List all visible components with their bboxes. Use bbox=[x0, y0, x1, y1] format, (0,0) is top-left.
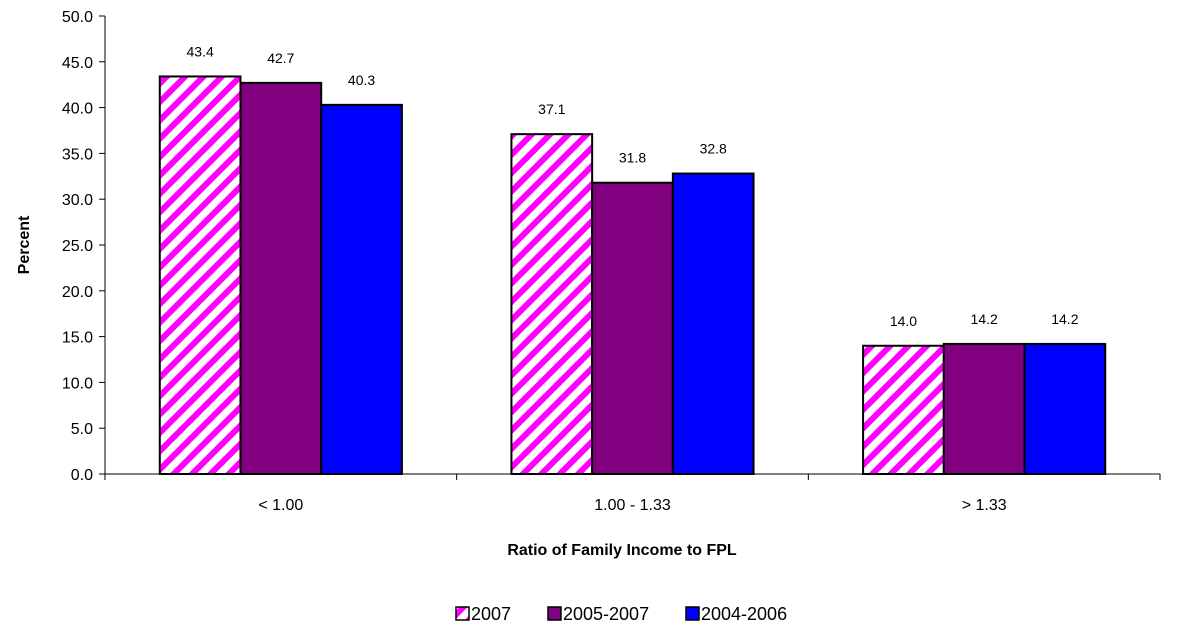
y-tick-label: 30.0 bbox=[62, 192, 93, 209]
bar-2005-2007-0 bbox=[239, 81, 323, 475]
data-label: 31.8 bbox=[619, 150, 646, 166]
x-axis: < 1.00 1.00 - 1.33 > 1.33 bbox=[104, 473, 1161, 514]
bar-2007-1 bbox=[510, 133, 594, 475]
y-tick-label: 20.0 bbox=[62, 284, 93, 301]
x-axis-title: Ratio of Family Income to FPL bbox=[507, 542, 737, 559]
bar-2004-2006-2 bbox=[1023, 342, 1107, 476]
x-tick-label: < 1.00 bbox=[258, 497, 303, 514]
y-tick-label: 40.0 bbox=[62, 101, 93, 118]
data-label: 14.0 bbox=[890, 313, 917, 329]
bar-2007-0 bbox=[158, 75, 242, 476]
bar-2007-2 bbox=[862, 344, 945, 476]
y-tick-label: 35.0 bbox=[62, 146, 93, 163]
legend-label: 2004-2006 bbox=[701, 604, 787, 624]
bar-2005-2007-2 bbox=[942, 342, 1026, 476]
y-tick-label: 25.0 bbox=[62, 238, 93, 255]
bars bbox=[158, 75, 1107, 476]
x-tick-label: 1.00 - 1.33 bbox=[594, 497, 671, 514]
y-tick-label: 45.0 bbox=[62, 55, 93, 72]
data-label: 40.3 bbox=[348, 72, 375, 88]
data-labels: 43.4 37.1 14.0 42.7 31.8 14.2 40.3 32.8 14.2 bbox=[187, 43, 1079, 328]
y-tick-label: 15.0 bbox=[62, 330, 93, 347]
data-label: 42.7 bbox=[267, 50, 294, 66]
y-tick-label: 0.0 bbox=[71, 467, 93, 484]
y-tick-label: 10.0 bbox=[62, 375, 93, 392]
y-axis: 0.0 5.0 10.0 15.0 20.0 25.0 30.0 35.0 40.0 45.0 50… bbox=[62, 9, 106, 484]
x-tick-label: > 1.33 bbox=[962, 497, 1007, 514]
bar-2004-2006-1 bbox=[671, 172, 755, 475]
legend-swatch-2004-2006 bbox=[685, 606, 700, 621]
data-label: 14.2 bbox=[971, 311, 998, 327]
y-axis-title: Percent bbox=[16, 215, 33, 274]
data-label: 43.4 bbox=[187, 43, 214, 59]
bar-2005-2007-1 bbox=[591, 181, 674, 475]
data-label: 32.8 bbox=[700, 141, 727, 157]
y-tick-label: 5.0 bbox=[71, 421, 93, 438]
data-label: 14.2 bbox=[1051, 311, 1078, 327]
legend-label: 2007 bbox=[471, 604, 511, 624]
bar-2004-2006-0 bbox=[320, 103, 403, 476]
legend-label: 2005-2007 bbox=[563, 604, 649, 624]
data-label: 37.1 bbox=[538, 101, 565, 117]
y-tick-label: 50.0 bbox=[62, 9, 93, 26]
legend: 2007 2005-2007 2004-2006 bbox=[455, 604, 787, 624]
legend-swatch-2005-2007 bbox=[547, 606, 562, 621]
legend-swatch-2007 bbox=[455, 606, 470, 621]
